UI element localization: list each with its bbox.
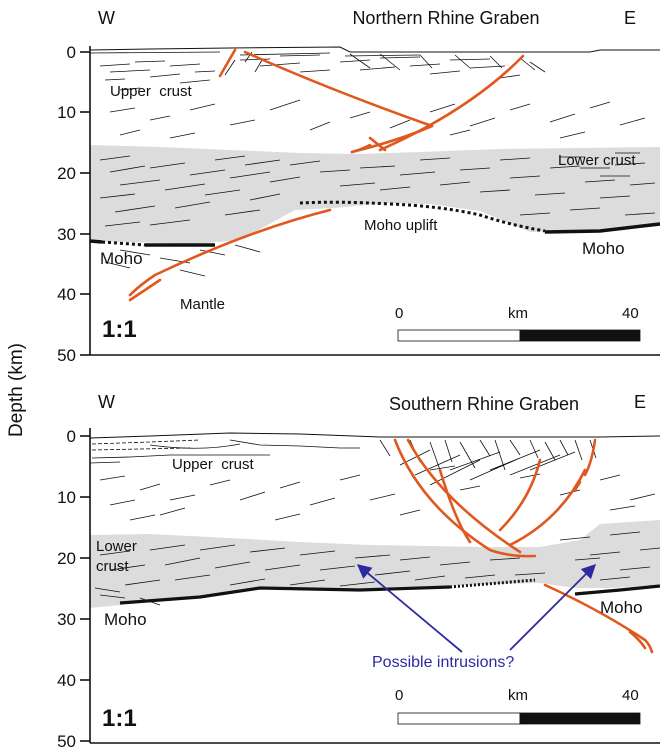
north-panel: 0 10 20 30 40 50	[57, 8, 660, 365]
south-tick-50: 50	[57, 732, 76, 750]
north-tick-40: 40	[57, 285, 76, 304]
north-moho-left-label: Moho	[100, 249, 143, 268]
south-scale-bar	[397, 712, 641, 725]
south-reflectors	[94, 439, 660, 606]
south-upper-crust-label: Upper crust	[172, 456, 255, 473]
north-moho-right-label: Moho	[582, 239, 625, 258]
north-east-label: E	[624, 8, 636, 28]
north-scale-end: 40	[622, 305, 639, 322]
north-tick-10: 10	[57, 103, 76, 122]
south-lower-crust-label-2: crust	[96, 558, 129, 575]
north-lower-crust-label: Lower crust	[558, 152, 636, 169]
intrusion-arrows	[356, 563, 597, 653]
north-tick-30: 30	[57, 225, 76, 244]
south-scale-ratio: 1:1	[102, 705, 137, 732]
intrusions-label: Possible intrusions?	[372, 654, 514, 671]
north-lower-crust-band	[90, 145, 660, 244]
south-east-label: E	[634, 392, 646, 412]
north-tick-20: 20	[57, 164, 76, 183]
south-tick-40: 40	[57, 671, 76, 690]
south-moho-right-label: Moho	[600, 598, 643, 617]
north-moho-uplift	[299, 200, 546, 233]
south-scale-end: 40	[622, 687, 639, 704]
north-scale-start: 0	[395, 305, 403, 322]
north-moho-right	[544, 222, 660, 234]
south-moho-right	[574, 584, 660, 596]
south-tick-30: 30	[57, 610, 76, 629]
south-tick-10: 10	[57, 488, 76, 507]
north-scale-ratio: 1:1	[102, 316, 137, 343]
north-upper-crust-label: Upper crust	[110, 83, 193, 100]
south-moho-left-label: Moho	[104, 610, 147, 629]
south-moho-left	[119, 585, 451, 605]
north-axis	[80, 46, 660, 356]
north-west-label: W	[98, 8, 115, 28]
north-title: Northern Rhine Graben	[352, 8, 539, 28]
south-surface	[89, 432, 660, 439]
north-tick-50: 50	[57, 346, 76, 365]
north-mantle-label: Mantle	[180, 296, 225, 313]
south-tick-20: 20	[57, 549, 76, 568]
south-faults	[393, 438, 654, 654]
south-axis	[80, 428, 660, 744]
south-scale-unit: km	[508, 687, 528, 704]
south-west-label: W	[98, 392, 115, 412]
north-faults	[128, 48, 525, 302]
north-surface	[89, 46, 660, 53]
y-axis-label: Depth (km)	[6, 343, 27, 437]
south-tick-0: 0	[67, 427, 76, 446]
north-moho-uplift-label: Moho uplift	[364, 217, 438, 234]
south-lower-crust-band	[90, 520, 660, 608]
south-lower-crust-label-1: Lower	[96, 538, 137, 555]
north-scale-unit: km	[508, 305, 528, 322]
south-panel: 0 10 20 30 40 50	[57, 392, 660, 750]
north-tick-0: 0	[67, 43, 76, 62]
north-scale-bar	[397, 329, 641, 342]
south-scale-start: 0	[395, 687, 403, 704]
south-title: Southern Rhine Graben	[389, 394, 579, 414]
north-reflectors	[99, 51, 656, 277]
north-moho-left	[89, 239, 103, 244]
